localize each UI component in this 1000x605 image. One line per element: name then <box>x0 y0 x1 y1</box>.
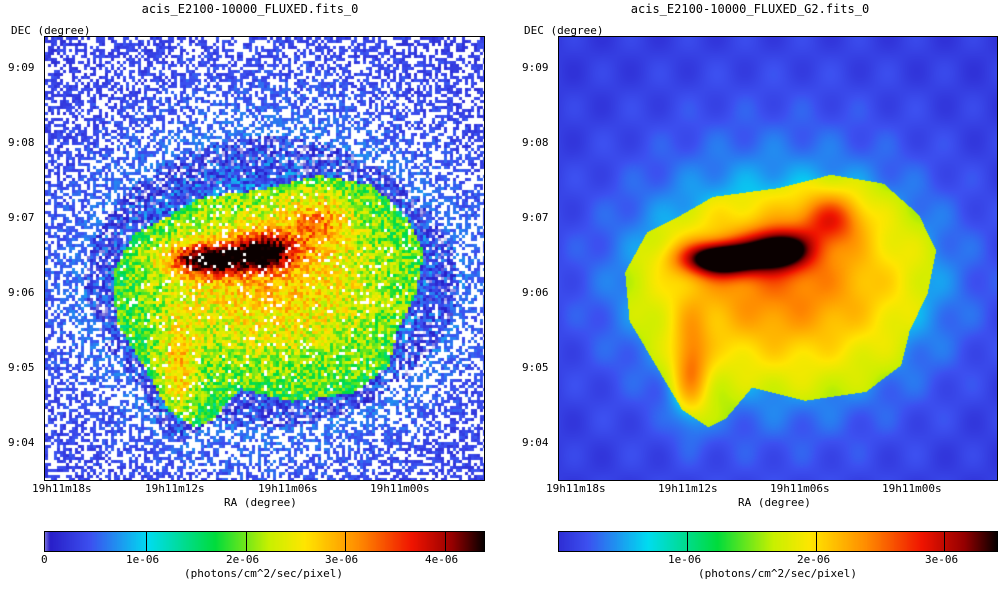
left-y-tick-label: 9:04 <box>8 436 35 449</box>
right-colorbar-tick-label: 2e-06 <box>797 553 831 566</box>
left-x-tick-label: 19h11m18s <box>32 482 92 495</box>
right-colorbar-tick-mark <box>944 532 945 551</box>
left-colorbar-tick-mark <box>146 532 147 551</box>
left-colorbar-tick-mark <box>246 532 247 551</box>
left-colorbar-tick-label: 2e-06 <box>226 553 260 566</box>
left-colorbar-gradient <box>45 532 484 551</box>
left-colorbar-label: (photons/cm^2/sec/pixel) <box>184 567 343 580</box>
left-x-axis-label: RA (degree) <box>224 496 297 509</box>
left-image-panel: acis_E2100-10000_FLUXED.fits_0 DEC (degr… <box>8 2 485 580</box>
right-colorbar-tick-label: 3e-06 <box>925 553 959 566</box>
right-heatmap-plot[interactable] <box>558 36 998 481</box>
left-y-tick-label: 9:09 <box>8 61 35 74</box>
left-colorbar-tick-mark <box>345 532 346 551</box>
left-x-tick-label: 19h11m00s <box>370 482 430 495</box>
right-x-axis-label: RA (degree) <box>738 496 811 509</box>
left-image-title: acis_E2100-10000_FLUXED.fits_0 <box>141 2 359 16</box>
left-y-tick-label: 9:08 <box>8 136 35 149</box>
right-heatmap-image <box>559 37 997 480</box>
left-colorbar <box>44 531 485 552</box>
right-y-tick-label: 9:07 <box>522 211 549 224</box>
left-y-tick-label: 9:05 <box>8 361 35 374</box>
right-y-axis-label: DEC (degree) <box>523 24 605 37</box>
right-x-tick-label: 19h11m00s <box>882 482 942 495</box>
right-x-tick-label: 19h11m12s <box>658 482 718 495</box>
right-y-tick-label: 9:04 <box>522 436 549 449</box>
left-y-tick-label: 9:06 <box>8 286 35 299</box>
right-colorbar <box>558 531 998 552</box>
right-y-tick-label: 9:08 <box>522 136 549 149</box>
right-image-panel: acis_E2100-10000_FLUXED_G2.fits_0 DEC (d… <box>500 0 1000 605</box>
left-colorbar-tick-label: 1e-06 <box>126 553 160 566</box>
right-colorbar-tick-mark <box>816 532 817 551</box>
left-colorbar-tick-mark <box>445 532 446 551</box>
right-y-tick-label: 9:06 <box>522 286 549 299</box>
right-y-tick-label: 9:05 <box>522 361 549 374</box>
right-x-tick-label: 19h11m06s <box>770 482 830 495</box>
right-image-title: acis_E2100-10000_FLUXED_G2.fits_0 <box>630 2 870 16</box>
left-colorbar-tick-label: 3e-06 <box>325 553 359 566</box>
left-heatmap-image <box>45 37 484 480</box>
right-colorbar-gradient <box>559 532 997 551</box>
right-x-tick-label: 19h11m18s <box>546 482 606 495</box>
left-y-tick-label: 9:07 <box>8 211 35 224</box>
right-colorbar-tick-mark <box>687 532 688 551</box>
left-y-axis-label: DEC (degree) <box>10 24 92 37</box>
left-colorbar-tick-label: 4e-06 <box>425 553 459 566</box>
right-y-tick-label: 9:09 <box>522 61 549 74</box>
left-x-tick-label: 19h11m06s <box>258 482 318 495</box>
right-colorbar-label: (photons/cm^2/sec/pixel) <box>698 567 857 580</box>
left-x-tick-label: 19h11m12s <box>145 482 205 495</box>
left-colorbar-tick-label: 0 <box>41 553 48 566</box>
right-colorbar-tick-label: 1e-06 <box>668 553 702 566</box>
left-heatmap-plot[interactable] <box>44 36 485 481</box>
